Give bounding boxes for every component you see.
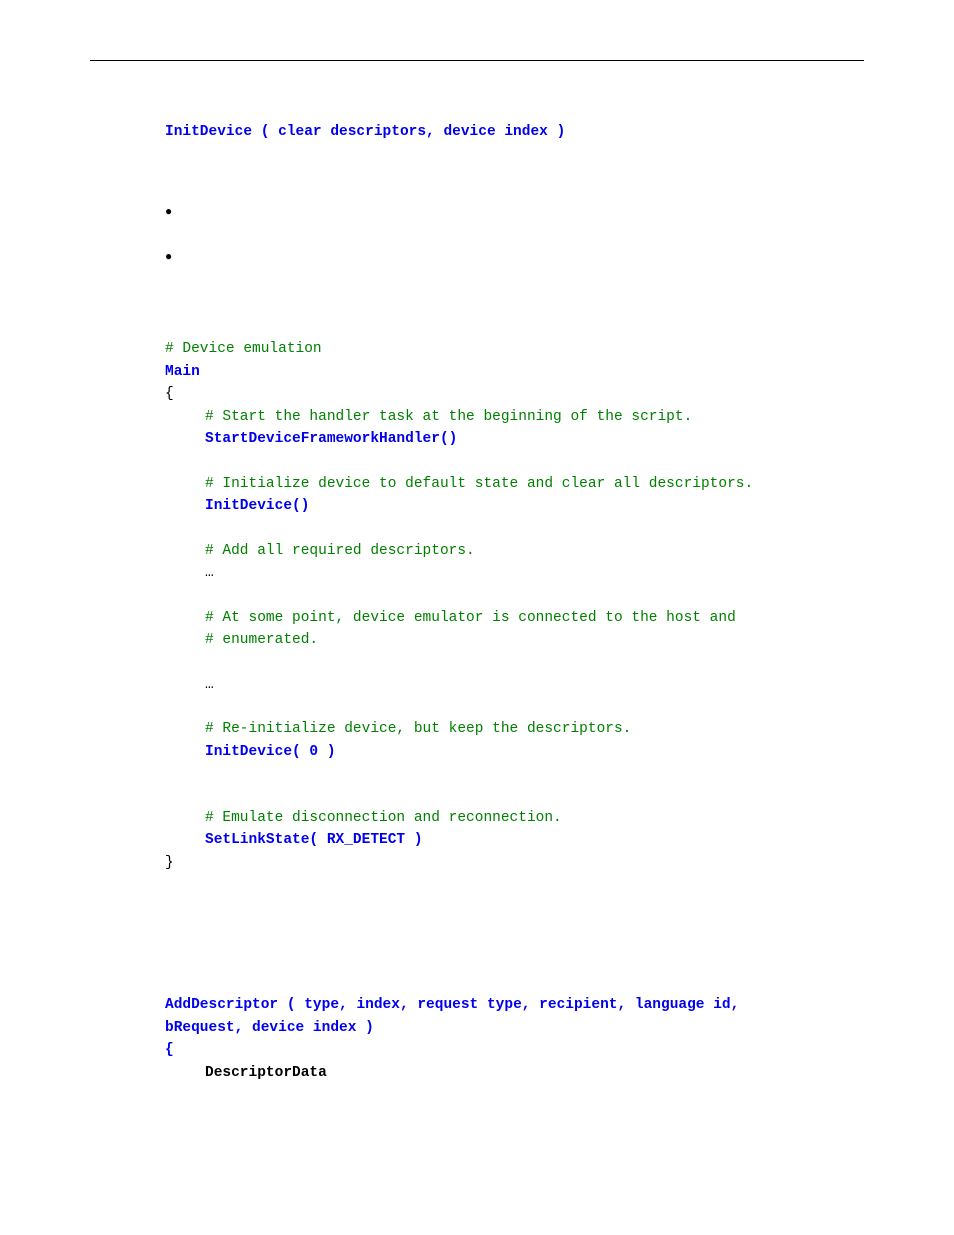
comment-text: # Initialize device to default state and… [205,476,753,492]
fn-parens: ( 0 ) [292,744,336,760]
bullet-dot-icon: ● [165,248,185,267]
code-line: InitDevice() [165,495,864,517]
comment-text: # Start the handler task at the beginnin… [205,409,692,425]
field-name-descriptordata: DescriptorData [205,1065,327,1081]
fn-parens: ( RX_DETECT ) [309,832,422,848]
fn-parens: () [292,498,309,514]
fn-name-adddescriptor: AddDescriptor [165,997,287,1013]
top-rule [90,60,864,61]
code-line: # Add all required descriptors. [165,540,864,562]
code-line: StartDeviceFrameworkHandler() [165,428,864,450]
comment-text: # Emulate disconnection and reconnection… [205,810,562,826]
descriptor-data-field: DescriptorData [165,1062,864,1084]
comment-text: # enumerated. [205,632,318,648]
comment-text: # Device emulation [165,341,322,357]
code-line: # Emulate disconnection and reconnection… [165,807,864,829]
bullet-dot-icon: ● [165,203,185,222]
brace-text: { [165,386,174,402]
code-line: SetLinkState( RX_DETECT ) [165,829,864,851]
comment-text: # Add all required descriptors. [205,543,475,559]
fn-call: InitDevice [205,498,292,514]
code-line: … [165,562,864,584]
content-area: InitDevice ( clear descriptors, device i… [165,121,864,1084]
keyword-main: Main [165,364,200,380]
code-line: InitDevice( 0 ) [165,741,864,763]
fn-args-adddescriptor-l2: bRequest, device index ) [165,1020,374,1036]
fn-parens: () [440,431,457,447]
comment-text: # Re-initialize device, but keep the des… [205,721,631,737]
adddescriptor-signature-l2: bRequest, device index ) [165,1017,864,1039]
fn-call: SetLinkState [205,832,309,848]
code-line: # Re-initialize device, but keep the des… [165,718,864,740]
fn-call: InitDevice [205,744,292,760]
code-line: # Initialize device to default state and… [165,473,864,495]
code-line: … [165,674,864,696]
brace-open: { [165,383,864,405]
code-line: # Start the handler task at the beginnin… [165,406,864,428]
brace-text: { [165,1042,174,1058]
ellipsis: … [205,677,214,693]
comment-text: # At some point, device emulator is conn… [205,610,736,626]
code-line: # At some point, device emulator is conn… [165,607,864,629]
code-comment: # Device emulation [165,338,864,360]
ellipsis: … [205,565,214,581]
bullet-2: ● [165,246,864,268]
initdevice-signature: InitDevice ( clear descriptors, device i… [165,121,864,143]
fn-call: StartDeviceFrameworkHandler [205,431,440,447]
adddescriptor-signature-l1: AddDescriptor ( type, index, request typ… [165,994,864,1016]
code-line: # enumerated. [165,629,864,651]
fn-args-initdevice: ( clear descriptors, device index ) [261,124,566,140]
brace-open-2: { [165,1039,864,1061]
code-main: Main [165,361,864,383]
fn-args-adddescriptor-l1: ( type, index, request type, recipient, … [287,997,739,1013]
brace-close: } [165,852,864,874]
bullet-1: ● [165,201,864,223]
fn-name-initdevice: InitDevice [165,124,261,140]
bullet-list: ● ● [165,201,864,268]
document-page: InitDevice ( clear descriptors, device i… [0,0,954,1235]
brace-text: } [165,855,174,871]
